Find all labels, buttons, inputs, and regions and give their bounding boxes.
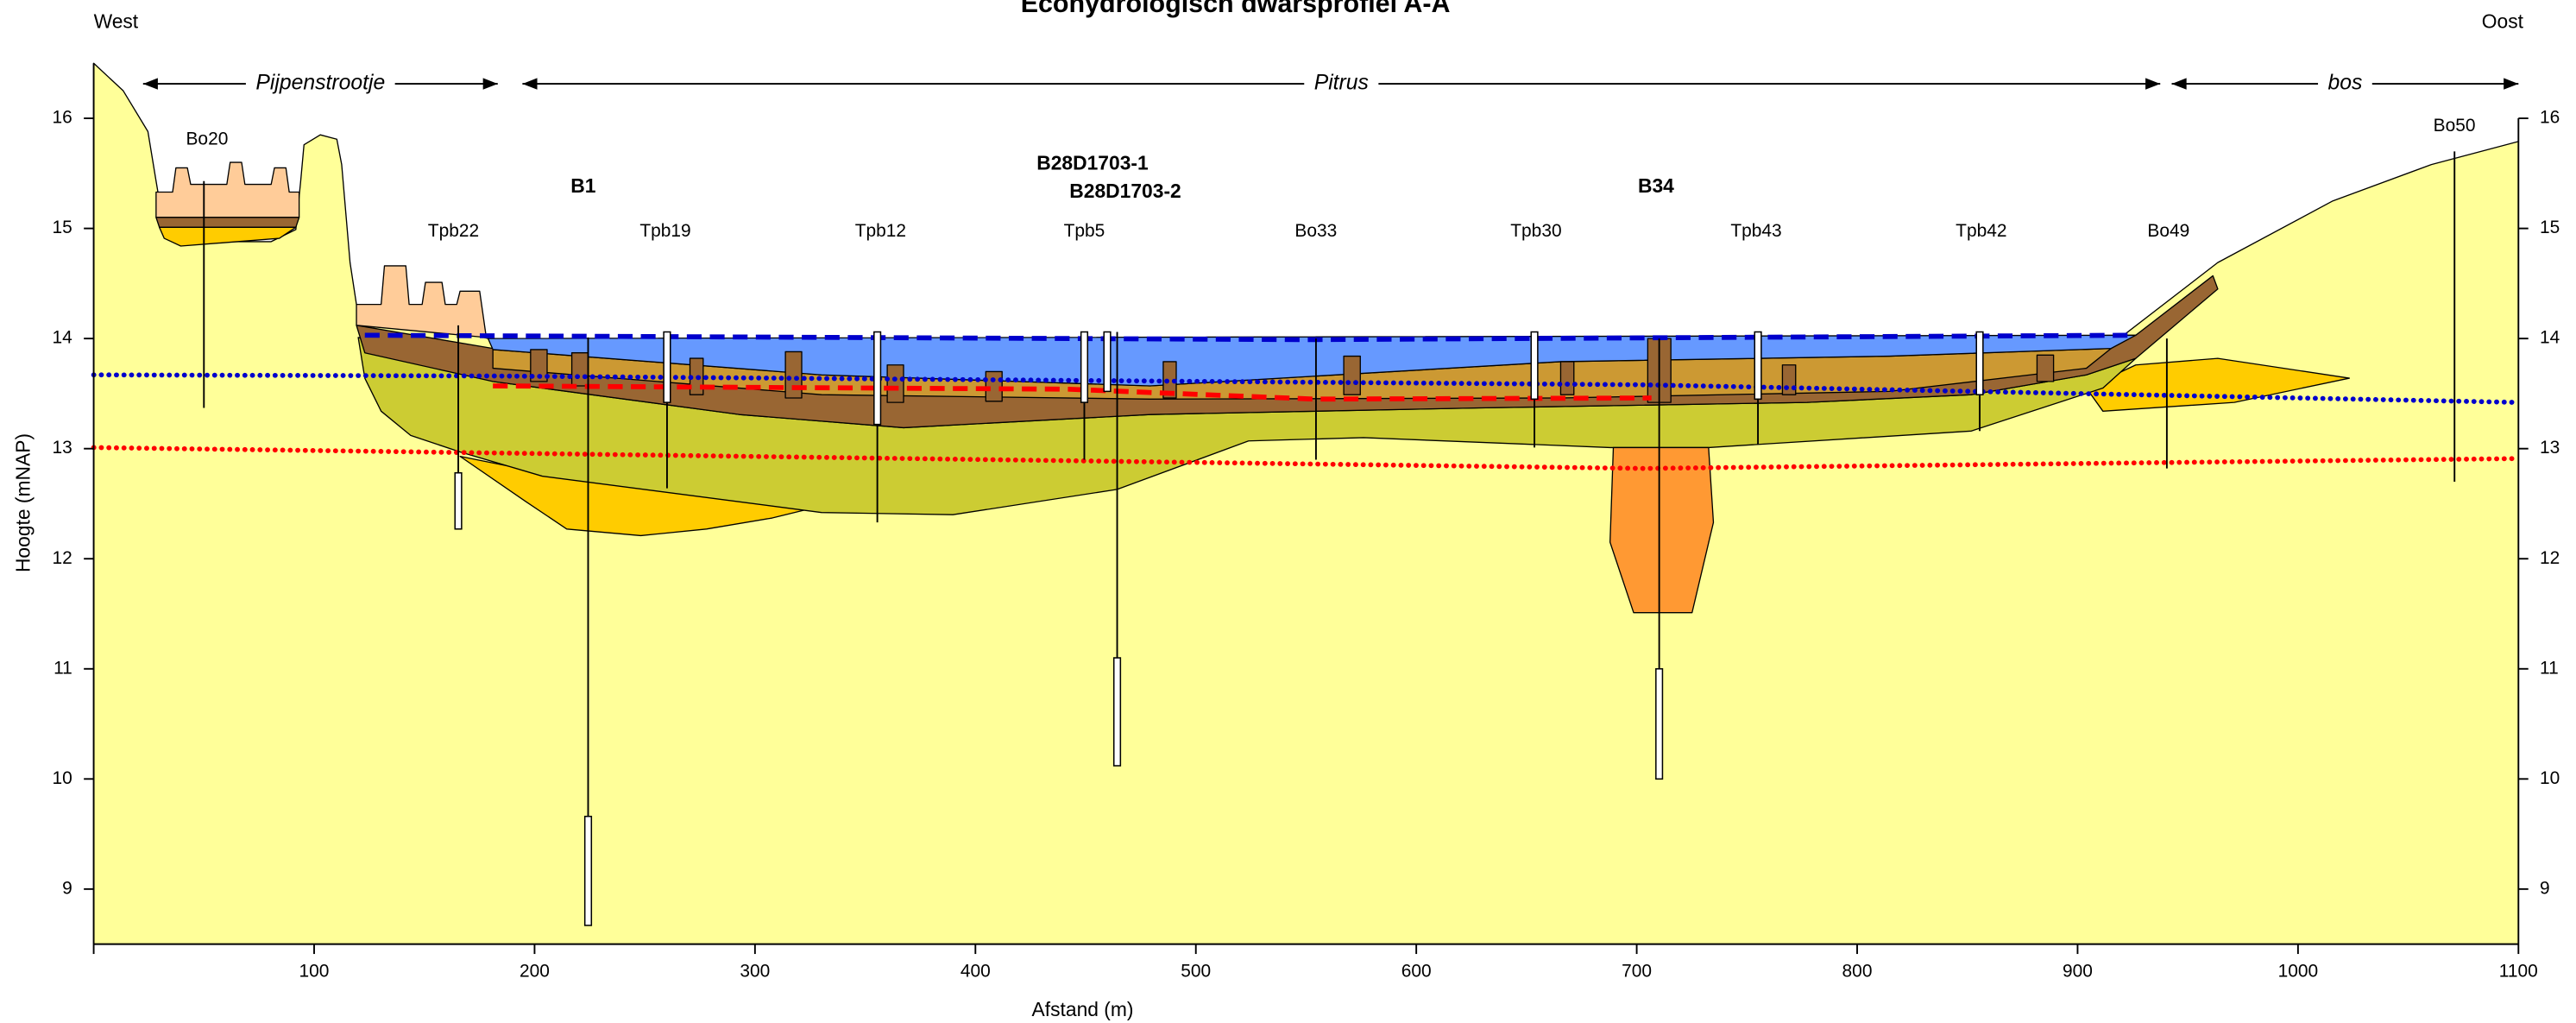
chart: Bo20 Tpb22 B1 Tpb19 Tpb12 Tpb5 B28D1703-1 B28D1… bbox=[0, 0, 2576, 1023]
well-filter bbox=[585, 817, 592, 925]
well-filter bbox=[1656, 669, 1663, 780]
x-tick-label: 500 bbox=[1181, 962, 1211, 982]
x-tick-label: 700 bbox=[1622, 962, 1652, 982]
well-label: Tpb5 bbox=[1064, 221, 1105, 241]
well-label: Tpb30 bbox=[1510, 221, 1561, 241]
well-label: Tpb42 bbox=[1956, 221, 2006, 241]
well-label: B1 bbox=[570, 174, 595, 197]
y2-tick-label: 12 bbox=[2540, 548, 2560, 568]
layer bbox=[1344, 357, 1360, 395]
y2-tick-label: 9 bbox=[2540, 878, 2550, 898]
well-label: Bo20 bbox=[186, 129, 228, 148]
zone-label: Pitrus bbox=[1314, 72, 1369, 95]
well-label: Tpb22 bbox=[428, 221, 479, 241]
y-tick-label: 16 bbox=[53, 108, 72, 128]
x-tick-label: 900 bbox=[2063, 962, 2093, 982]
well-label: Bo50 bbox=[2434, 116, 2476, 136]
y2-tick-label: 14 bbox=[2540, 328, 2560, 348]
layer bbox=[785, 351, 802, 398]
layer bbox=[2037, 355, 2053, 382]
y-tick-label: 14 bbox=[53, 328, 73, 348]
well-filter bbox=[664, 332, 671, 402]
well-filter bbox=[1114, 658, 1121, 766]
layer bbox=[1610, 447, 1714, 612]
chart-title: Ecohydrologisch dwarsprofiel A-A bbox=[1021, 0, 1451, 18]
well-filter bbox=[1531, 332, 1538, 399]
well-label: B34 bbox=[1638, 174, 1674, 197]
well-label: Bo33 bbox=[1294, 221, 1337, 241]
well-filter bbox=[1104, 332, 1111, 391]
x-tick-label: 1100 bbox=[2499, 962, 2538, 982]
layer bbox=[156, 218, 299, 227]
y2-tick-label: 15 bbox=[2540, 218, 2560, 237]
well-label: Tpb43 bbox=[1730, 221, 1781, 241]
y-axis-label: Hoogte (mNAP) bbox=[12, 433, 35, 572]
x-tick-label: 300 bbox=[740, 962, 770, 982]
y2-tick-label: 10 bbox=[2540, 768, 2560, 788]
y2-tick-label: 13 bbox=[2540, 438, 2560, 458]
zone-label: bos bbox=[2327, 72, 2362, 95]
y2-tick-label: 16 bbox=[2540, 108, 2560, 128]
layer bbox=[572, 353, 589, 386]
x-axis-label: Afstand (m) bbox=[1032, 998, 1134, 1020]
y-tick-label: 12 bbox=[53, 548, 72, 568]
zone-label: Pijpenstrootje bbox=[255, 72, 385, 95]
x-tick-label: 600 bbox=[1401, 962, 1432, 982]
well-filter bbox=[874, 332, 881, 424]
x-tick-label: 800 bbox=[1842, 962, 1873, 982]
well-label: B28D1703-1 bbox=[1036, 151, 1149, 174]
well-filter bbox=[1976, 332, 1983, 395]
x-tick-label: 200 bbox=[520, 962, 550, 982]
well-label: Tpb12 bbox=[855, 221, 906, 241]
y2-tick-label: 11 bbox=[2540, 658, 2559, 678]
y-tick-label: 15 bbox=[53, 218, 72, 237]
page: {"chart_data": { "type": "cross-section"… bbox=[0, 0, 2576, 1023]
y-tick-label: 10 bbox=[53, 768, 72, 788]
well-label: Tpb19 bbox=[639, 221, 690, 241]
y-tick-label: 9 bbox=[62, 878, 72, 898]
well-filter bbox=[455, 473, 462, 529]
west-label: West bbox=[94, 10, 139, 33]
x-tick-label: 400 bbox=[960, 962, 991, 982]
y-tick-label: 13 bbox=[53, 438, 72, 458]
x-tick-label: 1000 bbox=[2278, 962, 2319, 982]
x-tick-label: 100 bbox=[299, 962, 330, 982]
y-tick-label: 11 bbox=[54, 658, 72, 678]
east-label: Oost bbox=[2482, 10, 2524, 33]
well-filter bbox=[1081, 332, 1088, 402]
layer bbox=[1560, 362, 1573, 395]
well-label: B28D1703-2 bbox=[1069, 180, 1181, 202]
well-filter bbox=[1754, 332, 1761, 399]
layer bbox=[887, 365, 904, 402]
well-label: Bo49 bbox=[2147, 221, 2189, 241]
